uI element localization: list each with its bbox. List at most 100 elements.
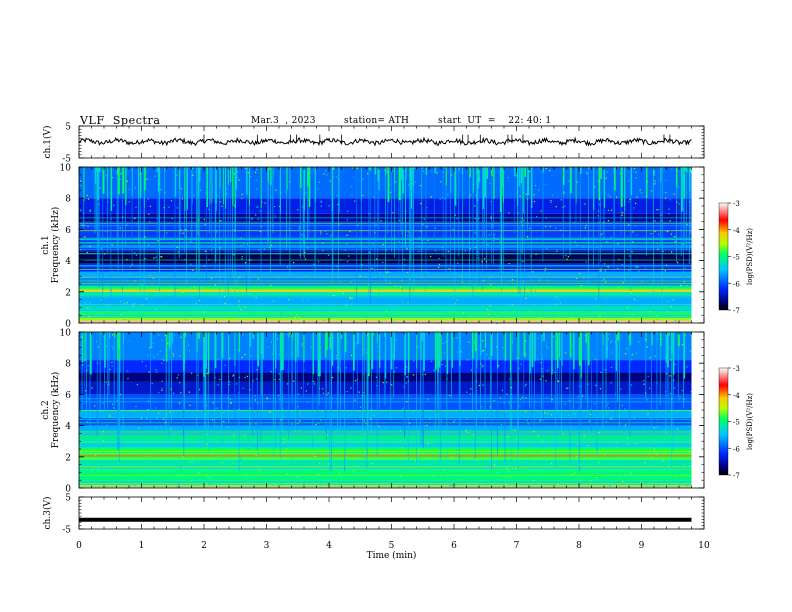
psd-speckle	[79, 180, 82, 182]
psd-speckle	[603, 263, 606, 265]
sferic-streak	[385, 174, 386, 283]
sferic-top	[390, 332, 393, 370]
psd-speckle	[231, 312, 233, 314]
psd-speckle	[607, 193, 609, 196]
psd-speckle	[486, 308, 489, 311]
sferic-streak	[357, 344, 358, 407]
psd-speckle	[644, 268, 646, 270]
psd-speckle	[261, 180, 263, 182]
psd-speckle	[516, 438, 518, 440]
sferic-top	[598, 167, 601, 201]
psd-speckle	[437, 474, 439, 476]
psd-speckle	[524, 385, 526, 387]
psd-speckle	[255, 297, 257, 299]
psd-speckle	[473, 318, 475, 320]
psd-speckle	[453, 297, 455, 299]
psd-band	[79, 291, 692, 297]
psd-speckle	[392, 170, 394, 172]
psd-speckle	[629, 198, 631, 201]
psd-speckle	[622, 282, 624, 284]
harmonic-line	[79, 486, 692, 488]
psd-speckle	[423, 218, 425, 220]
psd-speckle	[397, 455, 399, 457]
psd-speckle	[607, 403, 609, 405]
psd-speckle	[427, 443, 429, 445]
psd-speckle	[162, 409, 165, 412]
psd-speckle	[540, 210, 542, 212]
psd-speckle	[631, 354, 633, 356]
psd-speckle	[180, 474, 183, 476]
sferic-streak	[214, 368, 216, 429]
psd-speckle	[665, 431, 667, 433]
psd-speckle	[600, 234, 602, 236]
psd-speckle	[372, 333, 375, 335]
sferic-streak	[156, 171, 158, 265]
sferic-top	[371, 332, 374, 370]
sferic-streak	[279, 213, 281, 266]
psd-speckle	[161, 389, 163, 391]
psd-speckle	[465, 429, 468, 431]
psd-speckle	[236, 194, 238, 197]
sferic-streak	[404, 375, 405, 439]
psd-speckle	[182, 456, 184, 458]
sferic-streak	[458, 170, 460, 257]
psd-speckle	[422, 223, 424, 225]
psd-speckle	[635, 352, 637, 355]
psd-speckle	[528, 459, 530, 461]
harmonic-line	[79, 454, 692, 456]
psd-speckle	[159, 426, 162, 428]
sferic-streak	[211, 202, 213, 253]
psd-speckle	[426, 271, 429, 273]
sferic-top	[356, 167, 359, 170]
psd-speckle	[87, 307, 89, 309]
psd-speckle	[298, 228, 300, 230]
psd-speckle	[155, 456, 157, 458]
psd-speckle	[644, 195, 646, 198]
psd-speckle	[549, 225, 551, 228]
psd-speckle	[275, 189, 277, 191]
psd-speckle	[305, 390, 307, 392]
psd-speckle	[368, 251, 371, 254]
psd-speckle	[543, 460, 545, 462]
psd-speckle	[89, 210, 91, 212]
psd-speckle	[475, 246, 477, 249]
psd-speckle	[493, 240, 495, 242]
psd-speckle	[586, 172, 588, 174]
psd-speckle	[111, 346, 113, 348]
psd-speckle	[322, 250, 324, 252]
psd-speckle	[123, 302, 126, 305]
sferic-streak	[317, 376, 319, 420]
sferic-streak	[454, 205, 456, 297]
psd-speckle	[282, 473, 284, 475]
psd-speckle	[391, 309, 393, 311]
sferic-top	[197, 167, 199, 198]
sferic-top	[195, 167, 198, 170]
sferic-streak	[400, 180, 402, 232]
psd-speckle	[244, 262, 247, 264]
psd-speckle	[204, 224, 206, 226]
psd-speckle	[420, 437, 423, 439]
sferic-streak	[257, 366, 258, 450]
sferic-top	[472, 332, 474, 359]
psd-speckle	[665, 451, 667, 453]
psd-speckle	[331, 397, 333, 399]
psd-speckle	[656, 315, 658, 317]
psd-speckle	[426, 468, 428, 471]
psd-speckle	[155, 256, 157, 258]
colorbar-tick-label: -5	[733, 419, 740, 427]
psd-speckle	[595, 384, 597, 386]
psd-speckle	[380, 356, 382, 359]
psd-speckle	[141, 284, 143, 286]
psd-speckle	[207, 208, 210, 211]
psd-speckle	[146, 303, 148, 306]
psd-speckle	[314, 455, 316, 458]
sferic-top	[367, 332, 369, 372]
psd-speckle	[227, 426, 229, 428]
psd-speckle	[490, 283, 492, 286]
psd-speckle	[622, 212, 624, 214]
psd-speckle	[256, 179, 258, 181]
sferic-streak	[387, 202, 389, 234]
sferic-streak	[665, 362, 667, 432]
x-tick-label: 9	[639, 541, 645, 551]
psd-speckle	[336, 355, 338, 357]
